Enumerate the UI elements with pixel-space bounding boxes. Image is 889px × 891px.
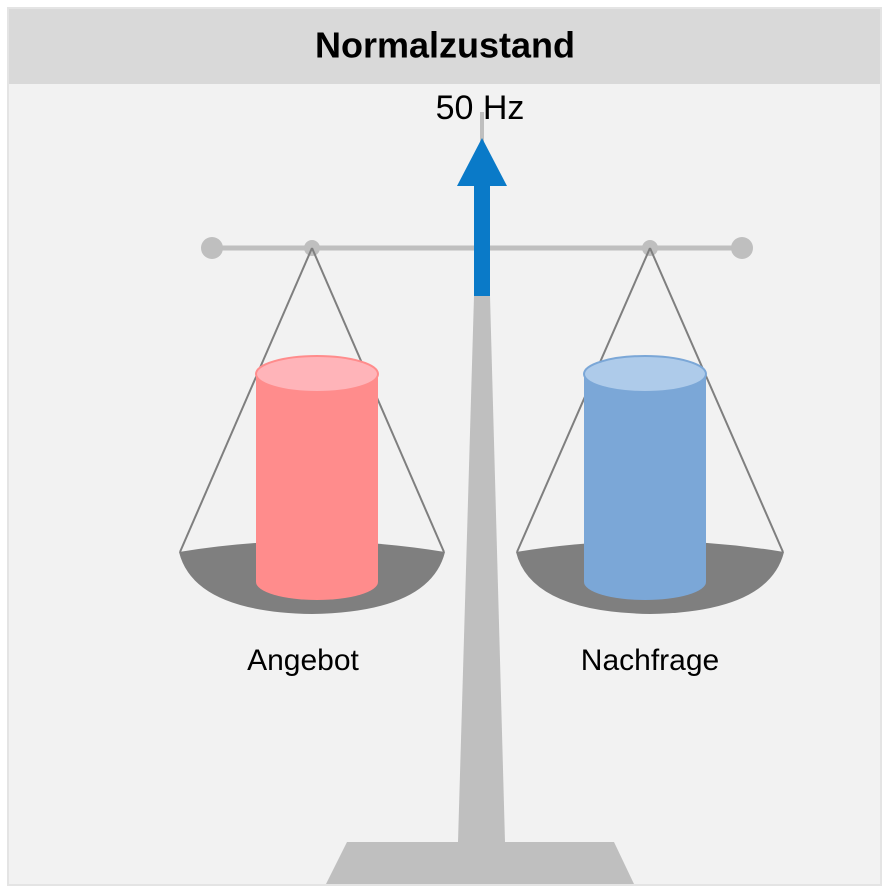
frequency-label: 50 Hz bbox=[436, 89, 525, 127]
cylinder bbox=[256, 374, 378, 600]
title: Normalzustand bbox=[315, 25, 575, 66]
beam-end bbox=[731, 237, 753, 259]
page: Normalzustand 50 Hz Angebot Nachfrage ((… bbox=[0, 0, 889, 891]
base bbox=[326, 842, 634, 884]
diagram: Normalzustand 50 Hz Angebot Nachfrage bbox=[0, 0, 889, 891]
arrow-shaft bbox=[474, 182, 490, 296]
beam-end bbox=[201, 237, 223, 259]
cylinder-top bbox=[584, 356, 706, 392]
cylinder-top bbox=[256, 356, 378, 392]
supply-label: Angebot bbox=[247, 644, 359, 677]
cylinder bbox=[584, 374, 706, 600]
panel bbox=[8, 8, 881, 885]
demand-label: Nachfrage bbox=[581, 644, 719, 677]
